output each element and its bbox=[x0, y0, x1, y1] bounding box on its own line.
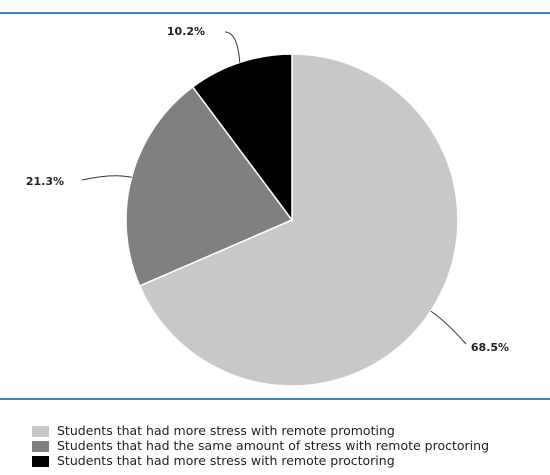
pie-slice-0 bbox=[138, 53, 459, 387]
top-divider bbox=[0, 12, 550, 14]
legend-item-more-stress-promoting[interactable]: Students that had more stress with remot… bbox=[32, 424, 489, 438]
leader-line-1 bbox=[81, 175, 132, 181]
pie-chart: 68.5% 21.3% 10.2% bbox=[26, 25, 509, 387]
leader-line-2 bbox=[224, 31, 241, 63]
legend-label: Students that had more stress with remot… bbox=[57, 423, 395, 438]
legend-swatch bbox=[32, 455, 49, 467]
legend-label: Students that had more stress with remot… bbox=[57, 453, 395, 468]
leader-line-0 bbox=[430, 310, 467, 345]
chart-legend: Students that had more stress with remot… bbox=[32, 424, 489, 469]
data-label-2: 10.2% bbox=[167, 25, 205, 38]
legend-item-more-stress-proctoring[interactable]: Students that had more stress with remot… bbox=[32, 454, 489, 468]
legend-swatch bbox=[32, 425, 49, 437]
bottom-divider bbox=[0, 398, 550, 400]
pie-slice-1 bbox=[125, 85, 294, 287]
data-label-0: 68.5% bbox=[471, 341, 509, 354]
data-label-1: 21.3% bbox=[26, 175, 64, 188]
legend-label: Students that had the same amount of str… bbox=[57, 438, 490, 453]
legend-item-same-stress[interactable]: Students that had the same amount of str… bbox=[32, 439, 489, 453]
pie-slice-2 bbox=[191, 53, 293, 223]
legend-swatch bbox=[32, 440, 49, 452]
